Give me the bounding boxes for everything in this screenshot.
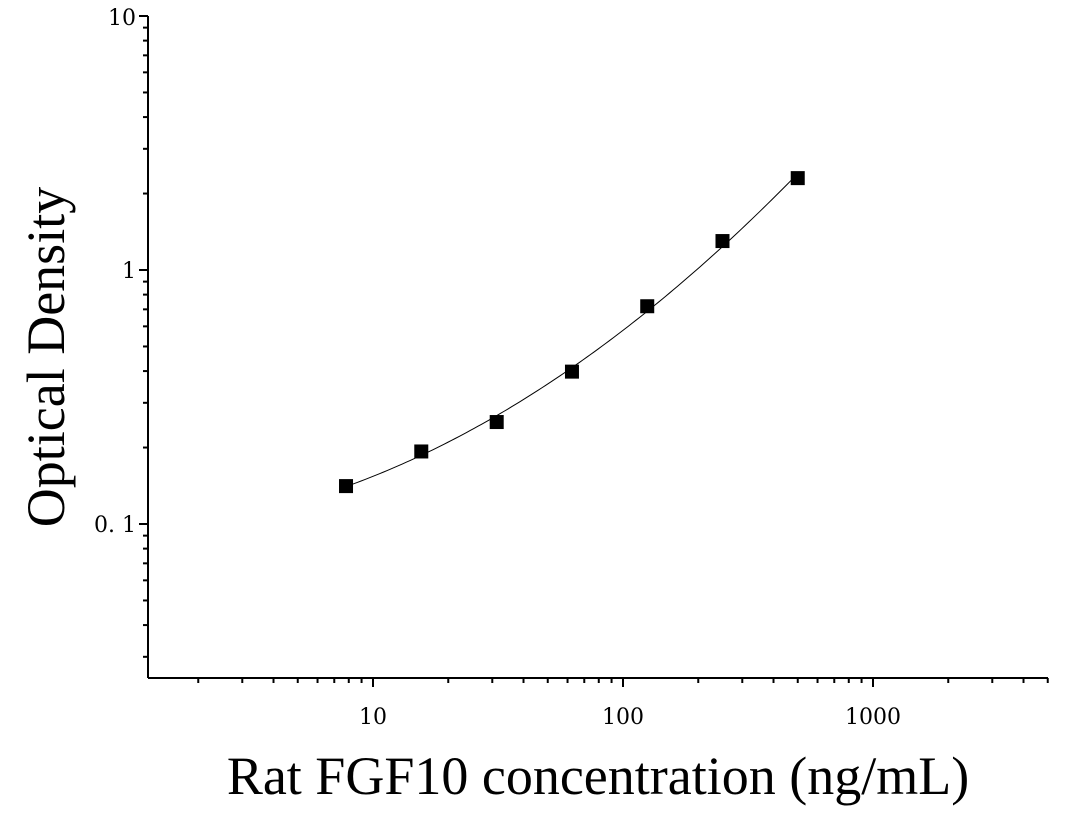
x-tick-label-1000: 1000 [845, 705, 901, 730]
y-tick-label-1: 1 [122, 259, 136, 284]
x-axis-title: Rat FGF10 concentration (ng/mL) [227, 746, 969, 806]
data-point-marker [715, 234, 730, 249]
data-point-marker [414, 444, 429, 459]
x-ticks [197, 678, 1049, 687]
data-point-marker [640, 299, 655, 314]
x-tick-label-100: 100 [602, 705, 644, 730]
data-point-marker [790, 171, 805, 186]
y-axis-title: Optical Density [16, 187, 76, 527]
fit-curve [345, 173, 799, 488]
y-ticks [139, 15, 148, 658]
y-tick-labels: 0. 1 1 10 [94, 6, 136, 538]
y-tick-label-10: 10 [108, 6, 136, 31]
x-tick-label-10: 10 [359, 705, 387, 730]
data-markers [339, 171, 805, 494]
axes [147, 16, 1048, 679]
data-point-marker [489, 415, 504, 430]
y-tick-label-0.1: 0. 1 [94, 513, 136, 538]
x-tick-labels: 10 100 1000 [359, 705, 901, 730]
data-point-marker [564, 364, 579, 379]
data-point-marker [339, 479, 354, 494]
